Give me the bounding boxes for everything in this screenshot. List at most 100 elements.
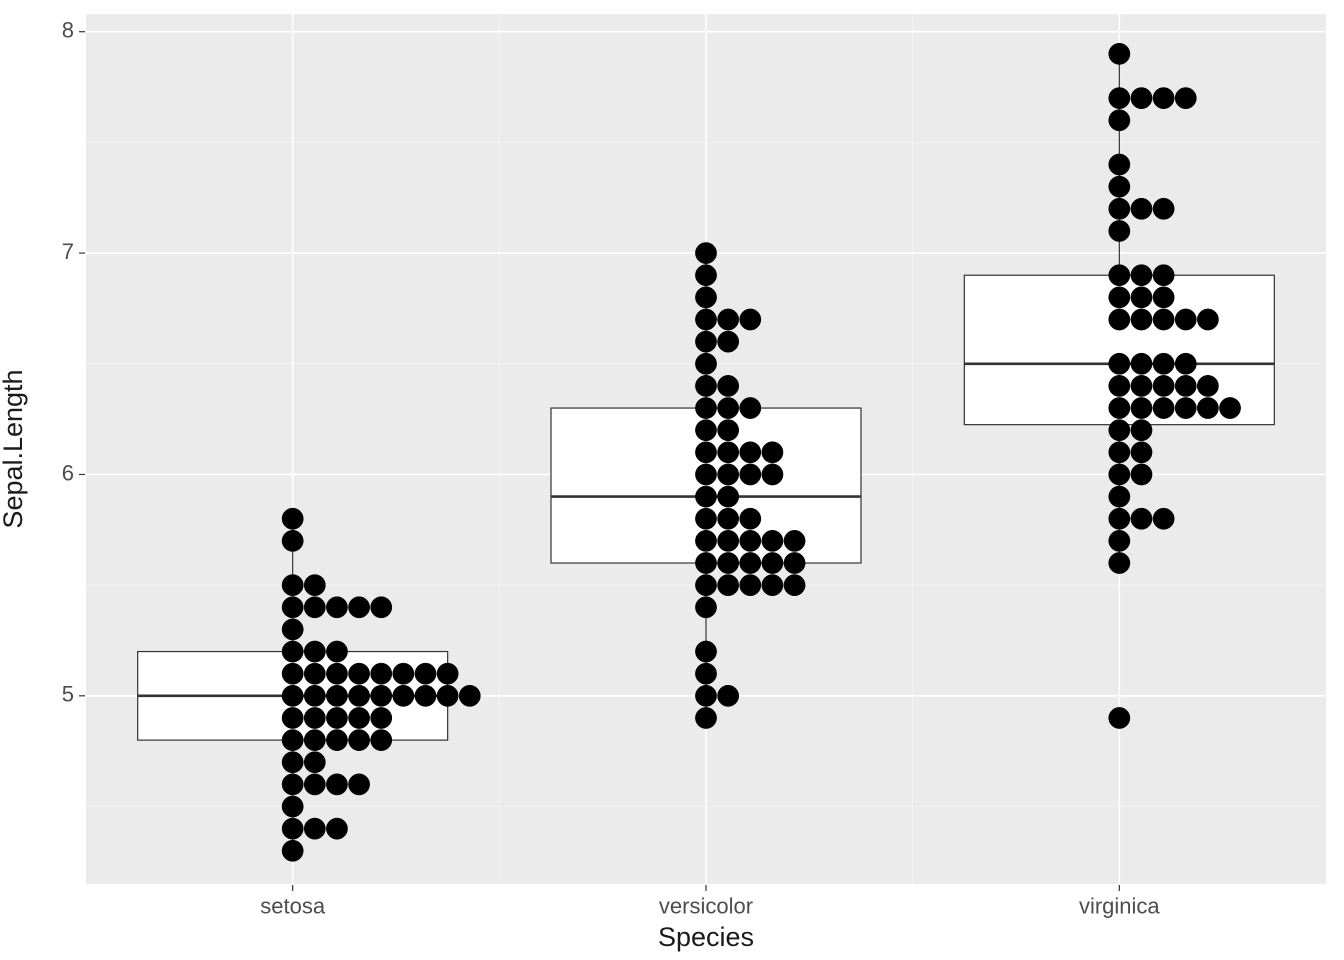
dot-point [695,375,716,396]
dot-point [282,663,303,684]
dot-point [1175,375,1196,396]
dot-point [304,663,325,684]
dot-point [718,685,739,706]
dot-point [695,464,716,485]
dot-point [718,309,739,330]
dot-point [695,265,716,286]
dot-point [695,353,716,374]
dot-point [282,840,303,861]
dot-point [1153,198,1174,219]
dot-point [1109,464,1130,485]
dot-point [695,420,716,441]
dot-point [348,729,369,750]
dot-point [695,508,716,529]
x-tick-label: versicolor [659,894,753,919]
dot-point [371,685,392,706]
y-tick-label: 5 [62,682,74,707]
dot-point [415,663,436,684]
dot-point [762,530,783,551]
dot-point [282,530,303,551]
dot-point [348,663,369,684]
dot-point [304,729,325,750]
dot-point [740,508,761,529]
dot-point [1109,707,1130,728]
dot-point [740,309,761,330]
dot-point [762,464,783,485]
dot-point [1109,375,1130,396]
dot-point [371,729,392,750]
dot-point [695,242,716,263]
dot-point [718,375,739,396]
x-axis-title: Species [658,922,754,952]
dot-point [695,530,716,551]
dot-point [1153,265,1174,286]
dot-point [1131,397,1152,418]
dot-point [1109,198,1130,219]
dot-point [718,486,739,507]
dot-point [1219,397,1240,418]
dot-point [1109,176,1130,197]
dot-point [718,552,739,573]
dot-point [1131,198,1152,219]
dot-point [784,575,805,596]
dot-point [326,597,347,618]
dot-point [393,685,414,706]
dot-point [695,331,716,352]
x-tick-label: setosa [260,894,326,919]
dot-point [1109,420,1130,441]
dot-point [282,774,303,795]
dot-point [695,287,716,308]
dot-point [304,774,325,795]
dot-point [718,397,739,418]
dot-point [718,464,739,485]
dot-point [1175,87,1196,108]
dot-point [1131,87,1152,108]
dot-point [1153,87,1174,108]
dot-point [326,774,347,795]
dot-point [718,508,739,529]
dot-point [437,663,458,684]
dot-point [718,530,739,551]
dot-point [1109,287,1130,308]
dot-point [1109,353,1130,374]
dot-point [1131,442,1152,463]
dot-point [1131,464,1152,485]
dot-point [1109,265,1130,286]
dot-point [348,685,369,706]
dot-point [1153,353,1174,374]
dot-point [326,729,347,750]
dot-point [459,685,480,706]
dot-point [762,575,783,596]
dot-point [1109,309,1130,330]
dot-point [740,397,761,418]
dot-point [1153,397,1174,418]
dot-point [1131,375,1152,396]
dot-point [1131,420,1152,441]
dot-point [695,663,716,684]
dot-point [304,818,325,839]
dot-point [1175,353,1196,374]
dot-point [1109,442,1130,463]
dot-point [348,707,369,728]
dot-point [740,530,761,551]
dot-point [282,796,303,817]
dot-point [393,663,414,684]
dot-point [695,397,716,418]
dot-point [371,707,392,728]
dot-point [326,663,347,684]
dot-point [282,508,303,529]
dot-point [282,818,303,839]
dot-point [718,575,739,596]
dot-point [304,575,325,596]
dot-point [740,464,761,485]
y-tick-label: 8 [62,18,74,43]
dot-point [762,442,783,463]
dot-point [1131,265,1152,286]
dot-point [326,707,347,728]
dot-point [304,707,325,728]
dot-point [348,597,369,618]
dot-point [415,685,436,706]
dot-point [740,552,761,573]
dot-point [784,530,805,551]
dot-point [1131,353,1152,374]
